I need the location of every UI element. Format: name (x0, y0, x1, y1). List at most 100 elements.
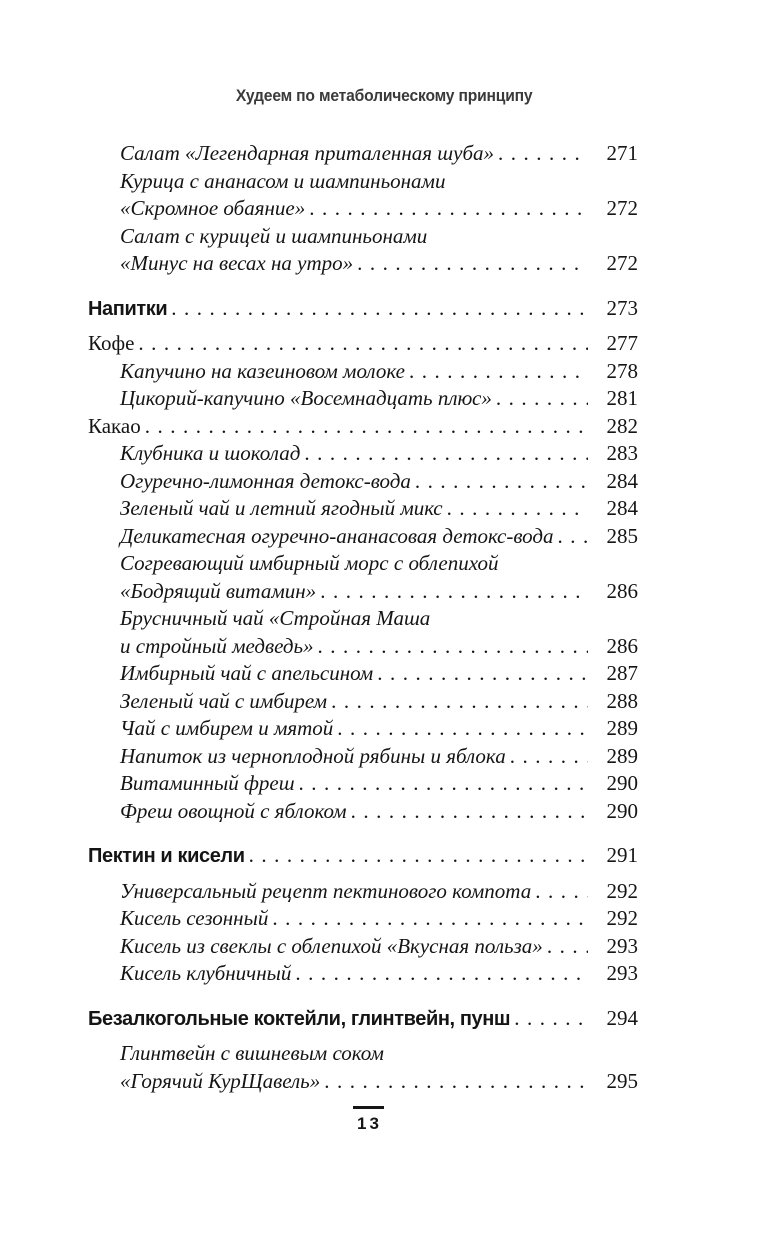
dot-leader (510, 743, 588, 771)
toc-entry-label: Согревающий имбирный морс с облепихой (120, 551, 499, 575)
toc-entry-label: Глинтвейн с вишневым соком (120, 1041, 384, 1065)
toc-entry-page: 272 (606, 196, 639, 220)
dot-leader (496, 385, 588, 413)
toc-entry-page: 293 (606, 933, 639, 958)
toc-entry-row: «Горячий КурЩавель» 295 (88, 1068, 638, 1096)
running-header-text: Худеем по метаболическому принципу (235, 86, 533, 105)
toc-entry-label: Напиток из черноплодной рябины и яблока (120, 743, 506, 768)
dot-leader (331, 688, 588, 716)
toc-entry-page: 273 (606, 295, 639, 320)
toc-entry-label: и стройный медведь» (120, 633, 314, 658)
toc-entry-page: 281 (606, 386, 639, 410)
dot-leader (318, 633, 588, 661)
dot-leader (447, 495, 588, 523)
toc-entry-row: Кофе 277 (88, 330, 638, 358)
toc-entry-label: «Минус на весах на утро» (120, 251, 354, 275)
toc-entry-label: «Скромное обаяние» (120, 196, 306, 220)
toc-entry-page: 295 (606, 1068, 639, 1093)
toc-entry-row: Чай с имбирем и мятой 289 (88, 715, 638, 743)
dot-leader (249, 842, 588, 870)
toc-entry-page: 272 (606, 251, 639, 275)
toc-entry-page: 278 (606, 358, 639, 383)
dot-leader (295, 960, 588, 988)
toc-entry-row: Кисель клубничный 293 (88, 960, 638, 988)
toc-entry-row: Курица с ананасом и шампиньонами (88, 168, 638, 196)
toc-entry-page: 286 (606, 633, 639, 658)
toc-entry-row: Пектин и кисели 291 (88, 842, 638, 871)
toc-entry-page: 290 (606, 771, 639, 795)
toc-entry-label: Чай с имбирем и мятой (120, 716, 334, 740)
toc-entry-row: Кисель из свеклы с облепихой «Вкусная по… (88, 933, 638, 961)
footer-rule (352, 1106, 384, 1109)
toc-entry-page: 283 (606, 441, 639, 465)
toc-entry-label: Кофе (88, 331, 135, 355)
toc-entry-row: «Скромное обаяние» 272 (88, 195, 638, 223)
toc-entry-row: Салат «Легендарная приталенная шуба» 271 (88, 140, 638, 168)
toc-entry-page: 292 (606, 906, 639, 930)
toc-entry-label: Цикорий-капучино «Восемнадцать плюс» (120, 386, 492, 410)
toc-entry-label: Салат с курицей и шампиньонами (120, 223, 428, 248)
toc-entry-row: Напиток из черноплодной рябины и яблока 2… (88, 743, 638, 771)
toc-entry-row: Фреш овощной с яблоком 290 (88, 798, 638, 826)
dot-leader (351, 798, 588, 826)
toc-entry-row: Клубника и шоколад 283 (88, 440, 638, 468)
toc-entry-label: Фреш овощной с яблоком (120, 798, 347, 823)
toc-entry-row: Какао 282 (88, 413, 638, 441)
toc-entry-label: Зеленый чай и летний ягодный микс (120, 496, 443, 520)
dot-leader (377, 660, 588, 688)
toc-entry-label: Курица с ананасом и шампиньонами (120, 168, 446, 193)
toc-entry-label: «Горячий КурЩавель» (120, 1068, 321, 1093)
toc-entry-page: 284 (606, 496, 639, 520)
toc: Салат «Легендарная приталенная шуба» 271 К… (0, 140, 768, 1095)
toc-entry-page: 288 (606, 688, 639, 713)
toc-entry-page: 289 (606, 743, 639, 768)
toc-entry-page: 287 (606, 661, 639, 685)
dot-leader (272, 905, 588, 933)
toc-entry-page: 286 (606, 578, 639, 603)
toc-entry-row: Зеленый чай с имбирем 288 (88, 688, 638, 716)
dot-leader (357, 250, 588, 278)
page-footer: 13 (0, 1106, 768, 1134)
dot-leader (171, 295, 588, 323)
toc-entry-row: Цикорий-капучино «Восемнадцать плюс» 281 (88, 385, 638, 413)
dot-leader (498, 140, 588, 168)
toc-entry-page: 294 (606, 1005, 639, 1030)
dot-leader (409, 358, 588, 386)
toc-entry-label: Деликатесная огуречно-ананасовая детокс-… (120, 523, 554, 548)
toc-entry-label: Витаминный фреш (120, 771, 295, 795)
toc-entry-page: 290 (606, 798, 639, 823)
dot-leader (535, 878, 588, 906)
toc-entry-row: Кисель сезонный 292 (88, 905, 638, 933)
toc-entry-label: Кисель сезонный (120, 906, 269, 930)
toc-entry-row: Имбирный чай с апельсином 287 (88, 660, 638, 688)
toc-entry-row: Зеленый чай и летний ягодный микс 284 (88, 495, 638, 523)
toc-entry-label: Огуречно-лимонная детокс-вода (120, 468, 411, 493)
dot-leader (138, 330, 588, 358)
toc-entry-row: Безалкогольные коктейли, глинтвейн, пунш… (88, 1005, 638, 1034)
toc-entry-label: Имбирный чай с апельсином (120, 661, 374, 685)
toc-entry-page: 284 (606, 468, 639, 493)
toc-entry-label: Зеленый чай с имбирем (120, 688, 328, 713)
toc-entry-label: Кисель из свеклы с облепихой «Вкусная по… (120, 933, 543, 958)
toc-entry-page: 289 (606, 716, 639, 740)
dot-leader (415, 468, 588, 496)
toc-entry-label: Клубника и шоколад (120, 441, 301, 465)
dot-leader (299, 770, 588, 798)
dot-leader (514, 1005, 588, 1033)
toc-entry-row: Согревающий имбирный морс с облепихой (88, 550, 638, 578)
toc-entry-label: Универсальный рецепт пектинового компота (120, 878, 532, 903)
dot-leader (320, 578, 588, 606)
toc-entry-label: Салат «Легендарная приталенная шуба» (120, 141, 495, 165)
toc-entry-row: Универсальный рецепт пектинового компота… (88, 878, 638, 906)
toc-entry-row: Огуречно-лимонная детокс-вода 284 (88, 468, 638, 496)
dot-leader (309, 195, 588, 223)
toc-entry-label: Безалкогольные коктейли, глинтвейн, пунш (88, 1007, 511, 1030)
toc-entry-page: 293 (606, 961, 639, 985)
dot-leader (145, 413, 588, 441)
toc-entry-label: Капучино на казеиновом молоке (120, 358, 405, 383)
toc-entry-page: 282 (606, 413, 639, 438)
toc-entry-row: Витаминный фреш 290 (88, 770, 638, 798)
toc-entry-label: Брусничный чай «Стройная Маша (120, 606, 431, 630)
toc-entry-page: 271 (606, 141, 639, 165)
toc-entry-page: 285 (606, 523, 639, 548)
